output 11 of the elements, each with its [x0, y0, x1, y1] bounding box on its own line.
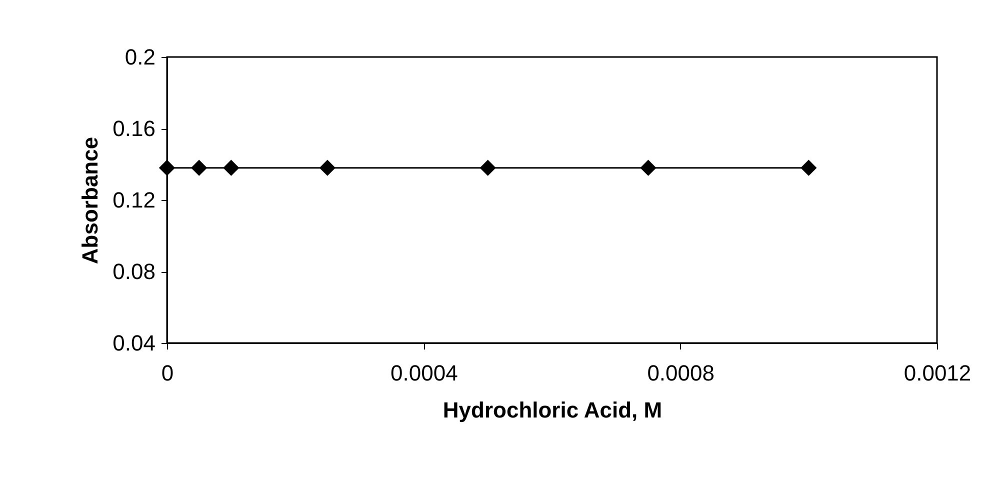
x-tick-label: 0 — [161, 360, 174, 386]
y-tick-label: 0.04 — [112, 330, 156, 356]
y-axis-title: Absorbance — [78, 136, 103, 264]
x-tick-label: 0.0012 — [904, 360, 972, 386]
y-tick-label: 0.12 — [112, 188, 156, 212]
y-tick-label: 0.16 — [112, 116, 156, 141]
x-tick-label: 0.0004 — [390, 360, 458, 386]
y-tick-label: 0.08 — [112, 259, 156, 284]
x-tick-label: 0.0008 — [647, 360, 714, 386]
x-axis-title: Hydrochloric Acid, M — [442, 398, 662, 422]
y-tick-label: 0.2 — [124, 44, 156, 70]
